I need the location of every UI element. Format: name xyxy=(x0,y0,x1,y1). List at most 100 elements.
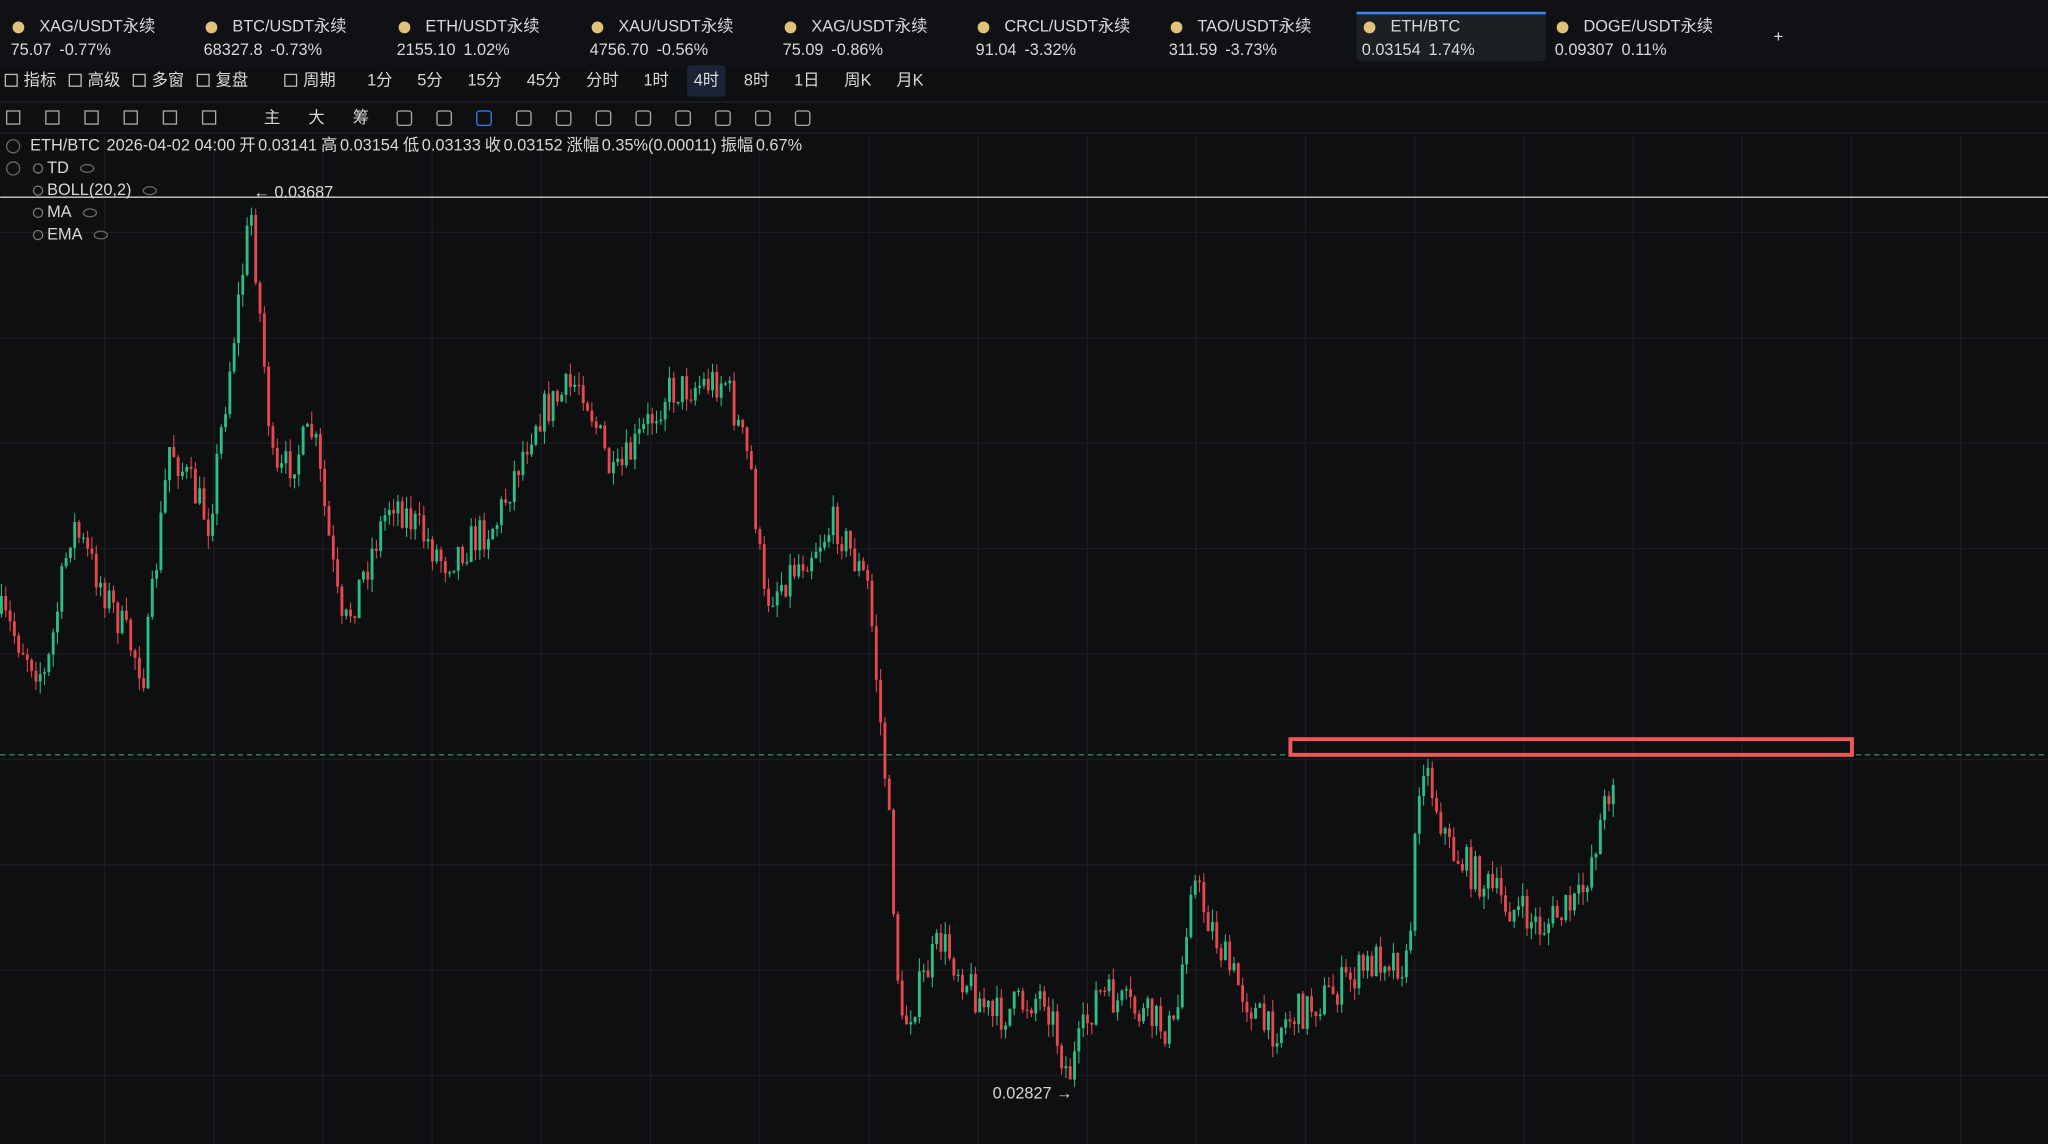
candle-body xyxy=(1594,854,1598,858)
toolbar-item[interactable]: 周期 xyxy=(303,71,336,89)
candle-body xyxy=(1357,954,1361,989)
tab-change: -0.73% xyxy=(270,41,322,59)
candle-body xyxy=(1331,986,1335,995)
draw-tool-icon[interactable] xyxy=(201,110,217,125)
candle-body xyxy=(801,564,805,571)
candle-body xyxy=(961,974,964,993)
toolbar-item[interactable]: 高级 xyxy=(88,71,121,89)
toolbar-item[interactable]: 复盘 xyxy=(216,70,249,89)
indicator[interactable]: TD xyxy=(47,159,69,177)
info-label: 低 xyxy=(403,137,419,155)
candle-body xyxy=(1086,1014,1089,1023)
candle-body xyxy=(624,442,628,466)
interval[interactable]: 4时 xyxy=(694,71,719,89)
candle-body xyxy=(642,424,646,430)
tab-symbol[interactable]: TAO/USDT永续 xyxy=(1197,18,1311,36)
drawn-rectangle[interactable] xyxy=(1288,737,1854,757)
indicator[interactable]: BOLL(20,2) xyxy=(47,181,131,199)
eye-icon[interactable] xyxy=(82,208,98,218)
indicator[interactable]: EMA xyxy=(47,225,82,243)
candle-body xyxy=(978,998,982,1013)
candle-body xyxy=(745,427,749,452)
tool-icon[interactable] xyxy=(476,110,492,127)
draw-tool-icon[interactable] xyxy=(84,110,99,125)
interval[interactable]: 周K xyxy=(844,71,871,89)
toolbar-item[interactable]: 多窗 xyxy=(152,71,185,89)
candle-body xyxy=(1021,990,1025,1010)
tool-icon[interactable] xyxy=(515,110,532,127)
tab-symbol[interactable]: XAG/USDT永续 xyxy=(39,18,155,36)
interval[interactable]: 分时 xyxy=(586,71,619,89)
tab-change: -0.77% xyxy=(59,41,111,59)
candle-body xyxy=(1508,911,1512,922)
tab-symbol[interactable]: XAG/USDT永续 xyxy=(811,18,927,36)
tab-symbol[interactable]: CRCL/USDT永续 xyxy=(1004,18,1130,36)
candle-body xyxy=(991,1000,995,1017)
draw-tool-icon[interactable] xyxy=(162,110,178,125)
candle-body xyxy=(762,544,766,589)
toolbar-item[interactable]: 指标 xyxy=(24,71,57,89)
draw-tool-icon[interactable] xyxy=(123,110,138,125)
candle-body xyxy=(1314,1011,1318,1016)
interval[interactable]: 8时 xyxy=(744,71,769,89)
tab-symbol[interactable]: XAU/USDT永续 xyxy=(618,18,733,36)
candle-body xyxy=(672,377,676,403)
interval[interactable]: 5分 xyxy=(417,71,442,89)
chart-mode[interactable]: 大 xyxy=(308,109,324,127)
interval[interactable]: 1日 xyxy=(794,71,819,89)
eye-icon[interactable] xyxy=(93,230,108,240)
candle-body xyxy=(555,391,559,402)
tab-symbol[interactable]: ETH/USDT永续 xyxy=(425,18,539,36)
tab-symbol[interactable]: ETH/BTC xyxy=(1390,18,1460,36)
interval[interactable]: 月K xyxy=(896,71,923,89)
interval[interactable]: 15分 xyxy=(467,71,501,89)
candle-body xyxy=(650,414,654,424)
candle-body xyxy=(1103,990,1107,993)
tab-symbol[interactable]: DOGE/USDT永续 xyxy=(1583,18,1713,36)
indicator[interactable]: MA xyxy=(47,203,72,221)
candle-body xyxy=(1068,1066,1072,1080)
tool-icon[interactable] xyxy=(595,110,612,127)
candle-body xyxy=(73,522,77,548)
candle-body xyxy=(0,596,3,614)
candle-body xyxy=(409,508,413,530)
tab-price: 0.09307 xyxy=(1555,41,1614,59)
candle-body xyxy=(1133,996,1137,1014)
tool-icon[interactable] xyxy=(635,110,652,127)
chart-mode[interactable]: 筹 xyxy=(353,109,369,127)
candle-body xyxy=(892,809,895,915)
eye-icon[interactable] xyxy=(80,163,95,174)
candle-body xyxy=(1534,916,1538,923)
candle-body xyxy=(1435,798,1438,812)
interval[interactable]: 45分 xyxy=(527,71,561,89)
candle-body xyxy=(1116,1000,1120,1013)
tool-icon[interactable] xyxy=(555,110,572,127)
candle-body xyxy=(168,447,171,481)
tool-icon[interactable] xyxy=(436,110,452,127)
interval[interactable]: 1时 xyxy=(643,71,668,89)
candle-body xyxy=(1409,930,1413,951)
tool-icon[interactable] xyxy=(715,110,731,127)
interval[interactable]: 1分 xyxy=(367,71,392,89)
candle-body xyxy=(943,934,947,952)
add-tab[interactable]: + xyxy=(1774,28,1784,46)
tool-icon[interactable] xyxy=(396,110,413,127)
tab-symbol[interactable]: BTC/USDT永续 xyxy=(232,18,346,36)
candle-body xyxy=(172,447,176,458)
candle-body xyxy=(8,610,12,622)
candle-body xyxy=(1025,1009,1029,1011)
draw-tool-icon[interactable] xyxy=(45,110,60,125)
eye-icon[interactable] xyxy=(142,186,157,196)
draw-tool-icon[interactable] xyxy=(6,110,21,125)
tool-icon[interactable] xyxy=(754,110,771,127)
tool-icon[interactable] xyxy=(675,110,691,127)
candle-body xyxy=(38,674,42,682)
candle-body xyxy=(508,502,512,504)
candle-body xyxy=(711,371,714,391)
candle-body xyxy=(478,520,482,551)
candle-body xyxy=(538,426,542,432)
tool-icon[interactable] xyxy=(794,110,811,127)
candle-body xyxy=(905,1015,908,1025)
candle-body xyxy=(1387,966,1391,971)
chart-mode[interactable]: 主 xyxy=(264,109,280,127)
